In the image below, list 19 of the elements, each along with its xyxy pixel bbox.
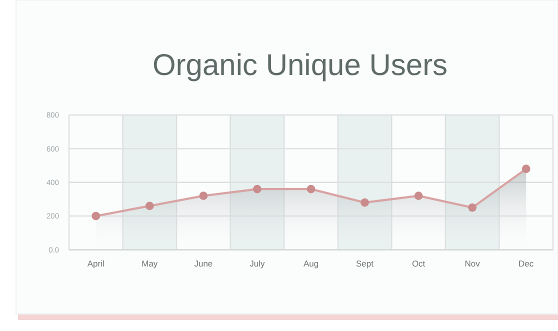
point (468, 203, 477, 212)
x-tick-label: Sept (356, 258, 374, 269)
point (414, 192, 423, 200)
x-tick-label: Nov (464, 258, 481, 269)
x-tick-label: Dec (518, 258, 534, 269)
point (253, 184, 262, 194)
point (145, 202, 154, 210)
x-tick-label: June (194, 258, 213, 269)
x-tick-label: July (250, 258, 266, 269)
chart-title: Organic Unique Users (152, 49, 448, 82)
point (92, 212, 100, 220)
point (199, 192, 208, 200)
point (360, 198, 369, 207)
x-tick-label: April (87, 258, 104, 269)
point (522, 164, 530, 174)
point (306, 184, 316, 194)
x-tick-label: Aug (303, 258, 319, 269)
x-tick-label: Oct (412, 258, 426, 269)
x-tick-label: May (142, 258, 158, 269)
